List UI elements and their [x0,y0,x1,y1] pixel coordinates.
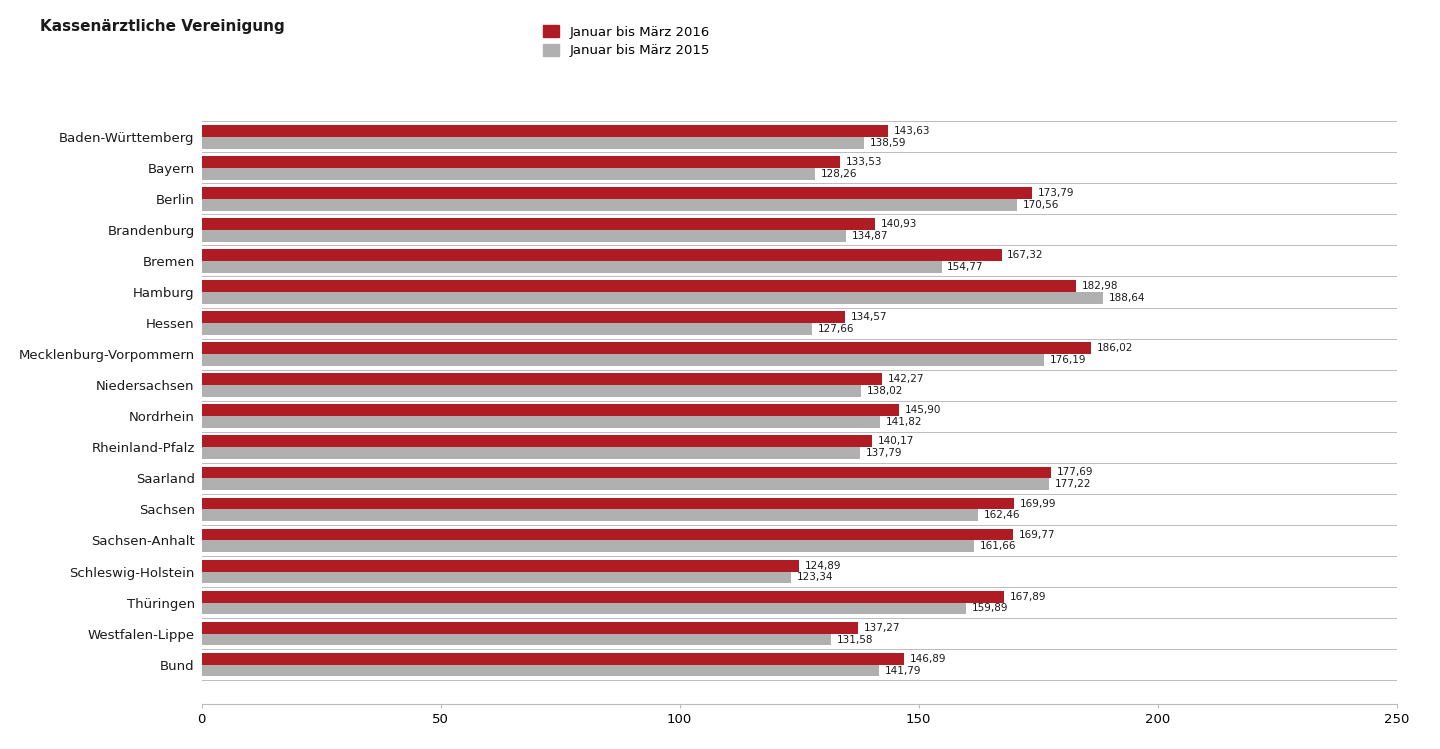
Text: 124,89: 124,89 [805,560,841,571]
Text: 141,79: 141,79 [886,666,922,676]
Text: 123,34: 123,34 [796,572,834,583]
Text: 133,53: 133,53 [845,157,883,167]
Text: 176,19: 176,19 [1050,355,1086,365]
Bar [202,404,899,416]
Bar [202,342,1092,354]
Text: 162,46: 162,46 [984,510,1021,521]
Text: 177,22: 177,22 [1054,479,1092,489]
Bar [202,416,880,428]
Text: 140,93: 140,93 [881,219,917,229]
Text: 143,63: 143,63 [894,126,930,136]
Text: 154,77: 154,77 [948,262,984,272]
Text: 159,89: 159,89 [972,604,1008,613]
Bar [202,156,840,168]
Text: 169,99: 169,99 [1020,499,1057,509]
Bar [202,591,1004,603]
Bar [202,354,1044,366]
Bar [202,249,1002,261]
Text: 142,27: 142,27 [887,374,924,384]
Text: 137,27: 137,27 [864,622,900,633]
Bar [202,374,881,385]
Bar [202,497,1014,509]
Text: 169,77: 169,77 [1020,530,1056,539]
Bar [202,280,1076,292]
Bar [202,168,815,180]
Text: 161,66: 161,66 [981,542,1017,551]
Bar [202,622,858,634]
Bar [202,435,871,447]
Text: Kassenärztliche Vereinigung: Kassenärztliche Vereinigung [40,19,285,34]
Bar [202,198,1017,210]
Bar [202,467,1051,479]
Text: 167,32: 167,32 [1007,250,1044,260]
Bar [202,560,799,571]
Text: 137,79: 137,79 [865,448,903,458]
Text: 188,64: 188,64 [1109,293,1146,303]
Bar [202,529,1014,541]
Text: 134,87: 134,87 [852,231,888,241]
Bar [202,653,904,664]
Text: 141,82: 141,82 [886,417,922,427]
Bar [202,509,978,521]
Bar [202,479,1048,490]
Bar [202,385,861,397]
Text: 140,17: 140,17 [877,437,914,446]
Text: 146,89: 146,89 [910,654,946,664]
Bar [202,571,791,583]
Text: 145,90: 145,90 [904,405,942,416]
Bar [202,125,888,137]
Bar [202,541,975,552]
Text: 134,57: 134,57 [851,312,887,322]
Text: 128,26: 128,26 [821,169,857,179]
Text: 186,02: 186,02 [1097,343,1133,354]
Bar [202,218,876,230]
Bar [202,187,1032,198]
Bar [202,312,845,323]
Bar [202,664,880,676]
Legend: Januar bis März 2016, Januar bis März 2015: Januar bis März 2016, Januar bis März 20… [543,25,710,57]
Bar [202,634,831,646]
Bar [202,230,847,242]
Text: 138,59: 138,59 [870,138,906,148]
Text: 182,98: 182,98 [1081,281,1119,291]
Text: 173,79: 173,79 [1038,188,1074,198]
Text: 167,89: 167,89 [1009,592,1047,601]
Text: 127,66: 127,66 [818,324,854,334]
Bar [202,137,864,148]
Bar [202,603,966,614]
Text: 131,58: 131,58 [837,634,873,645]
Bar [202,261,942,273]
Bar [202,323,812,335]
Text: 170,56: 170,56 [1022,200,1060,210]
Bar [202,447,860,459]
Text: 177,69: 177,69 [1057,467,1093,477]
Bar [202,292,1103,304]
Text: 138,02: 138,02 [867,386,903,396]
